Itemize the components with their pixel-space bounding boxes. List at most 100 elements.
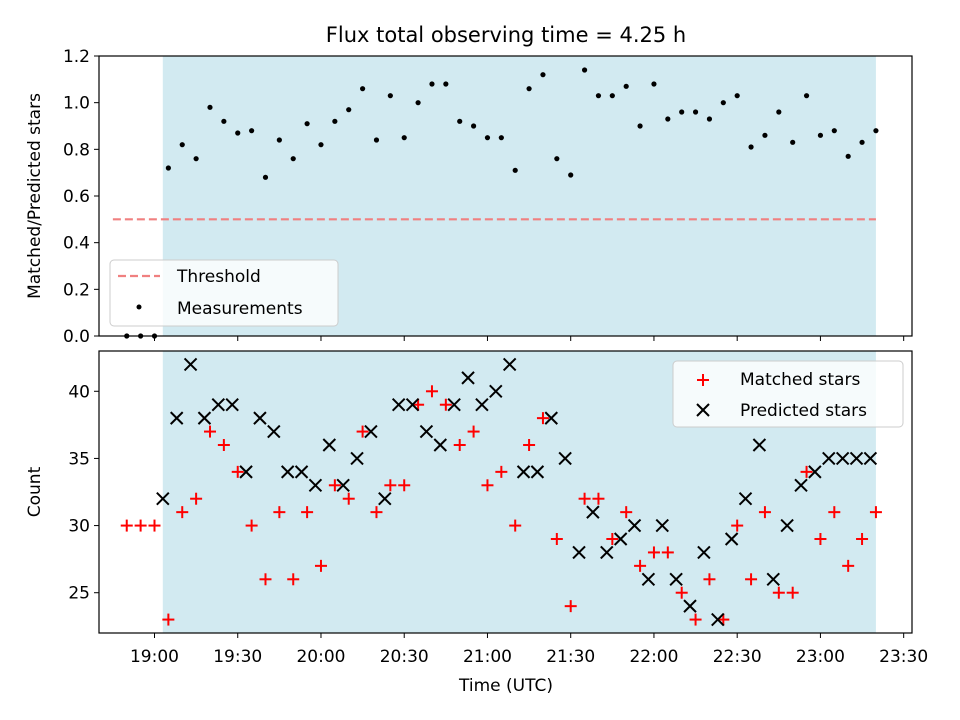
legend-measurements-label: Measurements <box>177 299 303 319</box>
measurement-point <box>609 93 615 99</box>
predicted-star-point <box>780 518 794 533</box>
measurement-point <box>304 121 310 127</box>
predicted-star-point-b <box>156 492 170 506</box>
measurement-point <box>637 123 643 129</box>
predicted-star-point <box>530 465 545 479</box>
count-x-tick-label: 22:00 <box>629 647 678 667</box>
count-x-tick-label: 20:30 <box>380 647 429 667</box>
predicted-star-point-b <box>391 398 406 412</box>
measurement-point <box>457 118 463 124</box>
predicted-star-point <box>502 357 517 372</box>
predicted-star-point-b <box>724 532 739 546</box>
matched-star-point <box>620 506 633 519</box>
predicted-star-point <box>724 532 739 546</box>
measurement-point <box>706 116 713 122</box>
legend-matched-label: Matched stars <box>740 370 860 390</box>
matched-star-point <box>828 506 841 519</box>
matched-star-point <box>536 412 549 425</box>
measurement-point <box>401 135 407 141</box>
predicted-star-point-b <box>766 572 780 586</box>
predicted-star-point <box>433 438 448 452</box>
predicted-star-point-b <box>738 492 753 506</box>
predicted-star-point-b <box>169 411 184 425</box>
measurement-point <box>554 156 560 162</box>
predicted-star-point <box>308 478 323 492</box>
measurement-point <box>443 81 449 87</box>
predicted-star-point <box>627 518 642 533</box>
predicted-star-point-b <box>669 572 683 586</box>
predicted-star-point-b <box>280 465 295 479</box>
legend-predicted-swatch <box>696 403 710 417</box>
measurement-point <box>845 153 851 159</box>
matched-star-point <box>758 506 771 519</box>
matched-star-point <box>717 613 730 626</box>
matched-star-point <box>301 506 314 519</box>
measurement-point <box>831 128 837 134</box>
measurement-point <box>276 137 282 143</box>
count-x-axis: 19:00 19:30 20:00 20:30 21:00 21:30 22:00 22:30… <box>130 633 928 667</box>
ratio-y-axis: 0.0 0.2 0.4 0.6 0.8 1.0 1.2 <box>63 47 99 347</box>
measurement-point <box>179 142 185 148</box>
predicted-star-point-b <box>447 398 461 412</box>
predicted-star-point-b <box>378 492 392 506</box>
predicted-star-point-b <box>808 465 822 479</box>
predicted-star-point <box>683 599 697 613</box>
matched-star-point <box>647 546 660 559</box>
predicted-star-point <box>808 465 822 479</box>
measurement-point <box>387 93 393 99</box>
predicted-star-point <box>863 451 878 466</box>
ratio-y-tick-label: 0.0 <box>63 327 90 347</box>
matched-star-point <box>120 519 133 532</box>
measurement-point <box>498 135 504 141</box>
matched-star-point <box>550 533 563 545</box>
measurement-point <box>776 109 782 115</box>
measurement-point <box>720 100 726 106</box>
predicted-star-point <box>391 398 406 412</box>
count-legend: Matched stars Predicted stars <box>672 360 904 428</box>
predicted-star-point-b <box>530 465 545 479</box>
count-y-tick-label: 35 <box>68 449 90 469</box>
ratio-x-ticks <box>153 336 905 341</box>
matched-star-point <box>786 586 799 599</box>
predicted-star-point-b <box>502 357 517 372</box>
ratio-panel: 0.0 0.2 0.4 0.6 0.8 1.0 1.2 Matched/Predicted … <box>25 47 913 347</box>
matched-star-point <box>245 519 258 532</box>
predicted-star-point <box>655 518 669 533</box>
predicted-star-point <box>336 478 350 492</box>
predicted-star-point <box>211 398 226 412</box>
count-y-tick-label: 30 <box>68 517 90 537</box>
matched-star-point <box>259 573 272 586</box>
matched-star-point <box>453 439 466 451</box>
predicted-star-point <box>711 612 725 627</box>
matched-star-point <box>800 465 813 478</box>
predicted-star-point <box>197 411 212 425</box>
predicted-star-point <box>461 371 475 385</box>
predicted-star-point-b <box>461 371 475 385</box>
predicted-star-point <box>613 532 628 546</box>
measurement-point <box>623 83 629 89</box>
predicted-star-point <box>600 545 614 560</box>
chart-title: Flux total observing time = 4.25 h <box>326 23 686 47</box>
measurement-point <box>373 137 380 143</box>
predicted-star-point <box>322 438 337 452</box>
predicted-star-point-b <box>627 518 642 533</box>
matched-star-point <box>439 398 452 411</box>
predicted-star-point <box>447 398 461 412</box>
predicted-star-point <box>766 572 780 586</box>
matched-star-point <box>356 425 369 438</box>
measurement-point <box>873 128 879 134</box>
predicted-star-point <box>378 492 392 506</box>
predicted-star-point-b <box>336 478 350 492</box>
predicted-star-point-b <box>863 451 878 466</box>
ratio-y-tick-label: 0.8 <box>63 140 90 160</box>
matched-star-point <box>273 506 286 519</box>
matched-star-point <box>564 600 577 613</box>
count-axes-frame <box>98 350 913 634</box>
predicted-star-point-b <box>211 398 226 412</box>
ratio-y-tick-label: 0.4 <box>63 234 90 254</box>
count-legend-box <box>672 360 904 428</box>
measurement-point <box>290 156 296 162</box>
predicted-star-point-b <box>475 398 489 412</box>
matched-star-point <box>342 492 355 505</box>
